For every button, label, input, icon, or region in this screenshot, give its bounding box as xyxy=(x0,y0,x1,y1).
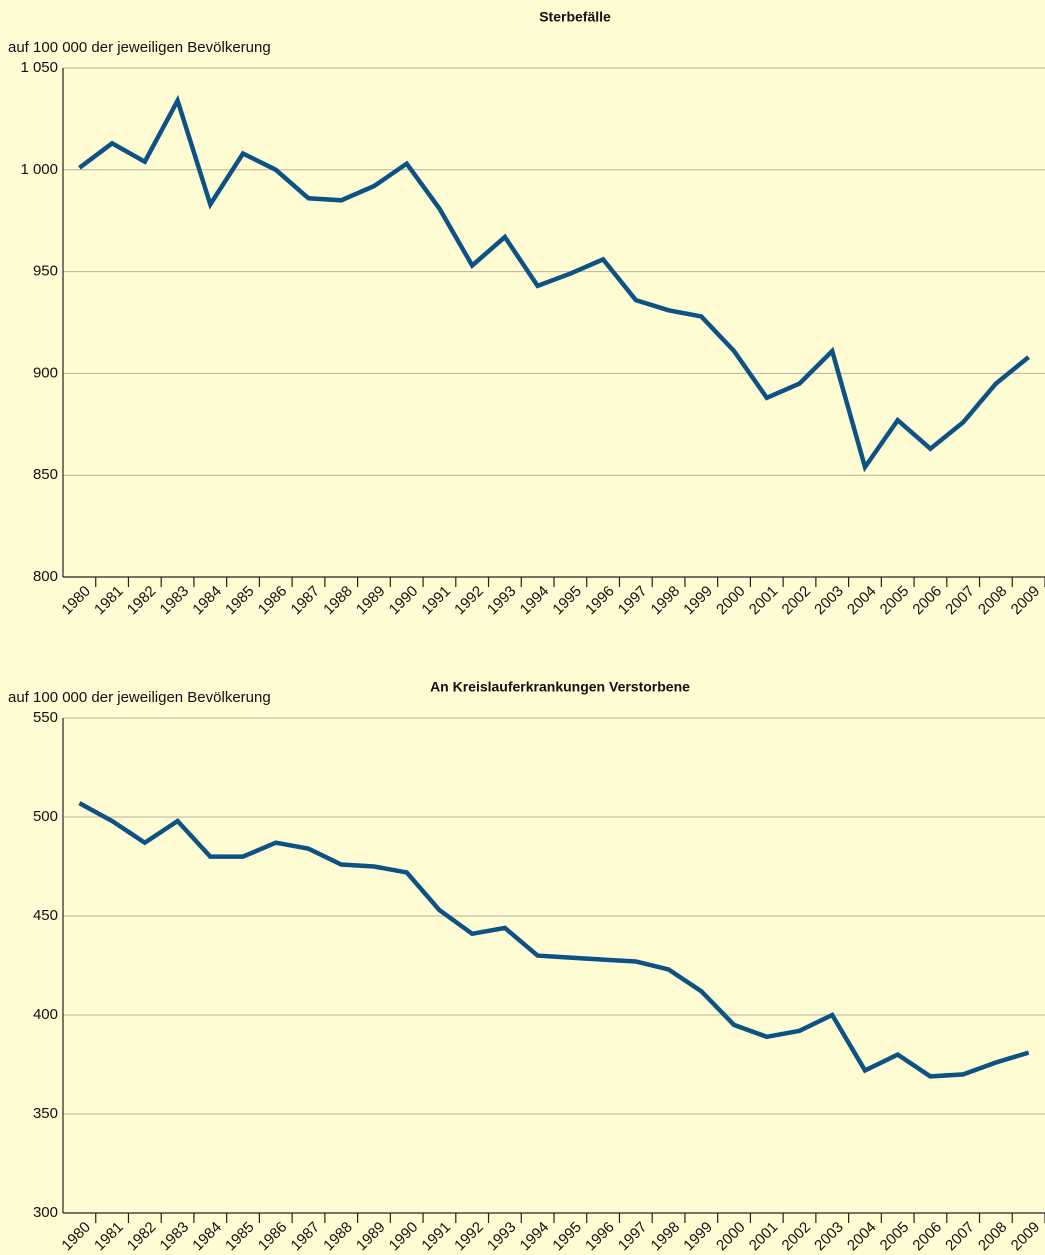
x-tick-label: 1992 xyxy=(451,583,487,619)
x-tick-label: 1983 xyxy=(157,1219,193,1255)
x-tick-label: 1981 xyxy=(91,583,127,619)
data-line xyxy=(78,801,1030,1079)
x-tick-label: 1989 xyxy=(353,1219,389,1255)
y-tick-label: 1 050 xyxy=(20,59,58,76)
y-axis-label: auf 100 000 der jeweiligen Bevölkerung xyxy=(8,689,271,706)
data-line xyxy=(78,94,1031,473)
x-tick-label: 2002 xyxy=(779,1219,815,1255)
x-tick-label: 1997 xyxy=(615,1219,651,1255)
x-tick-label: 1998 xyxy=(648,1219,684,1255)
chart-title: An Kreislauferkrankungen Verstorbene xyxy=(430,679,690,695)
y-tick-label: 450 xyxy=(33,907,58,924)
x-tick-label: 1989 xyxy=(353,583,389,619)
x-tick-label: 1987 xyxy=(288,583,324,619)
y-tick-label: 500 xyxy=(33,808,58,825)
x-tick-label: 1991 xyxy=(418,583,454,619)
x-tick-label: 2003 xyxy=(811,1219,847,1255)
x-tick-label: 1994 xyxy=(517,583,553,619)
x-tick-label: 1982 xyxy=(124,1219,160,1255)
x-tick-label: 1991 xyxy=(418,1219,454,1255)
y-tick-label: 800 xyxy=(33,568,58,585)
y-tick-label: 1 000 xyxy=(20,161,58,178)
y-tick-label: 850 xyxy=(33,466,58,483)
y-tick-label: 400 xyxy=(33,1006,58,1023)
x-tick-label: 2001 xyxy=(746,1219,782,1255)
x-tick-label: 1986 xyxy=(255,1219,291,1255)
x-tick-label: 2007 xyxy=(942,583,978,619)
x-tick-label: 1997 xyxy=(615,583,651,619)
x-tick-label: 1995 xyxy=(549,583,585,619)
chart: Sterbefälle auf 100 000 der jeweiligen Be… xyxy=(8,9,1045,619)
y-tick-label: 350 xyxy=(33,1105,58,1122)
x-tick-label: 2002 xyxy=(779,583,815,619)
x-tick-label: 2004 xyxy=(844,583,880,619)
x-tick-label: 2000 xyxy=(713,1219,749,1255)
chart: An Kreislauferkrankungen Verstorbene auf … xyxy=(8,679,1045,1255)
x-tick-label: 1984 xyxy=(189,1219,225,1255)
x-tick-label: 1980 xyxy=(58,583,94,619)
x-tick-label: 1984 xyxy=(189,583,225,619)
x-tick-label: 1992 xyxy=(451,1219,487,1255)
x-tick-label: 1986 xyxy=(255,583,291,619)
x-tick-label: 1999 xyxy=(680,583,716,619)
x-tick-label: 2009 xyxy=(1008,1219,1044,1255)
x-tick-label: 1982 xyxy=(124,583,160,619)
x-tick-label: 1999 xyxy=(680,1219,716,1255)
x-tick-label: 1990 xyxy=(386,583,422,619)
x-tick-label: 1993 xyxy=(484,1219,520,1255)
x-tick-label: 2009 xyxy=(1008,583,1044,619)
x-tick-label: 1988 xyxy=(320,583,356,619)
y-tick-label: 550 xyxy=(33,709,58,726)
x-tick-label: 2004 xyxy=(844,1219,880,1255)
x-tick-label: 2008 xyxy=(975,1219,1011,1255)
x-tick-label: 2006 xyxy=(909,583,945,619)
y-tick-label: 300 xyxy=(33,1204,58,1221)
x-tick-label: 1985 xyxy=(222,1219,258,1255)
x-tick-label: 2000 xyxy=(713,583,749,619)
x-tick-label: 1987 xyxy=(288,1219,324,1255)
x-tick-label: 2005 xyxy=(877,583,913,619)
x-tick-label: 2006 xyxy=(909,1219,945,1255)
x-tick-label: 2005 xyxy=(877,1219,913,1255)
x-tick-label: 1998 xyxy=(648,583,684,619)
x-tick-label: 1983 xyxy=(157,583,193,619)
x-tick-label: 1996 xyxy=(582,1219,618,1255)
x-tick-label: 2003 xyxy=(811,583,847,619)
x-tick-label: 2007 xyxy=(942,1219,978,1255)
x-tick-label: 1995 xyxy=(549,1219,585,1255)
x-tick-label: 1981 xyxy=(91,1219,127,1255)
x-tick-label: 2001 xyxy=(746,583,782,619)
y-axis-label: auf 100 000 der jeweiligen Bevölkerung xyxy=(8,39,271,56)
x-tick-label: 1980 xyxy=(58,1219,94,1255)
x-tick-label: 1994 xyxy=(517,1219,553,1255)
x-tick-label: 1985 xyxy=(222,583,258,619)
x-tick-label: 1990 xyxy=(386,1219,422,1255)
chart-title: Sterbefälle xyxy=(539,9,611,25)
x-tick-label: 2008 xyxy=(975,583,1011,619)
x-tick-label: 1988 xyxy=(320,1219,356,1255)
y-tick-label: 950 xyxy=(33,263,58,280)
y-tick-label: 900 xyxy=(33,364,58,381)
x-tick-label: 1996 xyxy=(582,583,618,619)
x-tick-label: 1993 xyxy=(484,583,520,619)
